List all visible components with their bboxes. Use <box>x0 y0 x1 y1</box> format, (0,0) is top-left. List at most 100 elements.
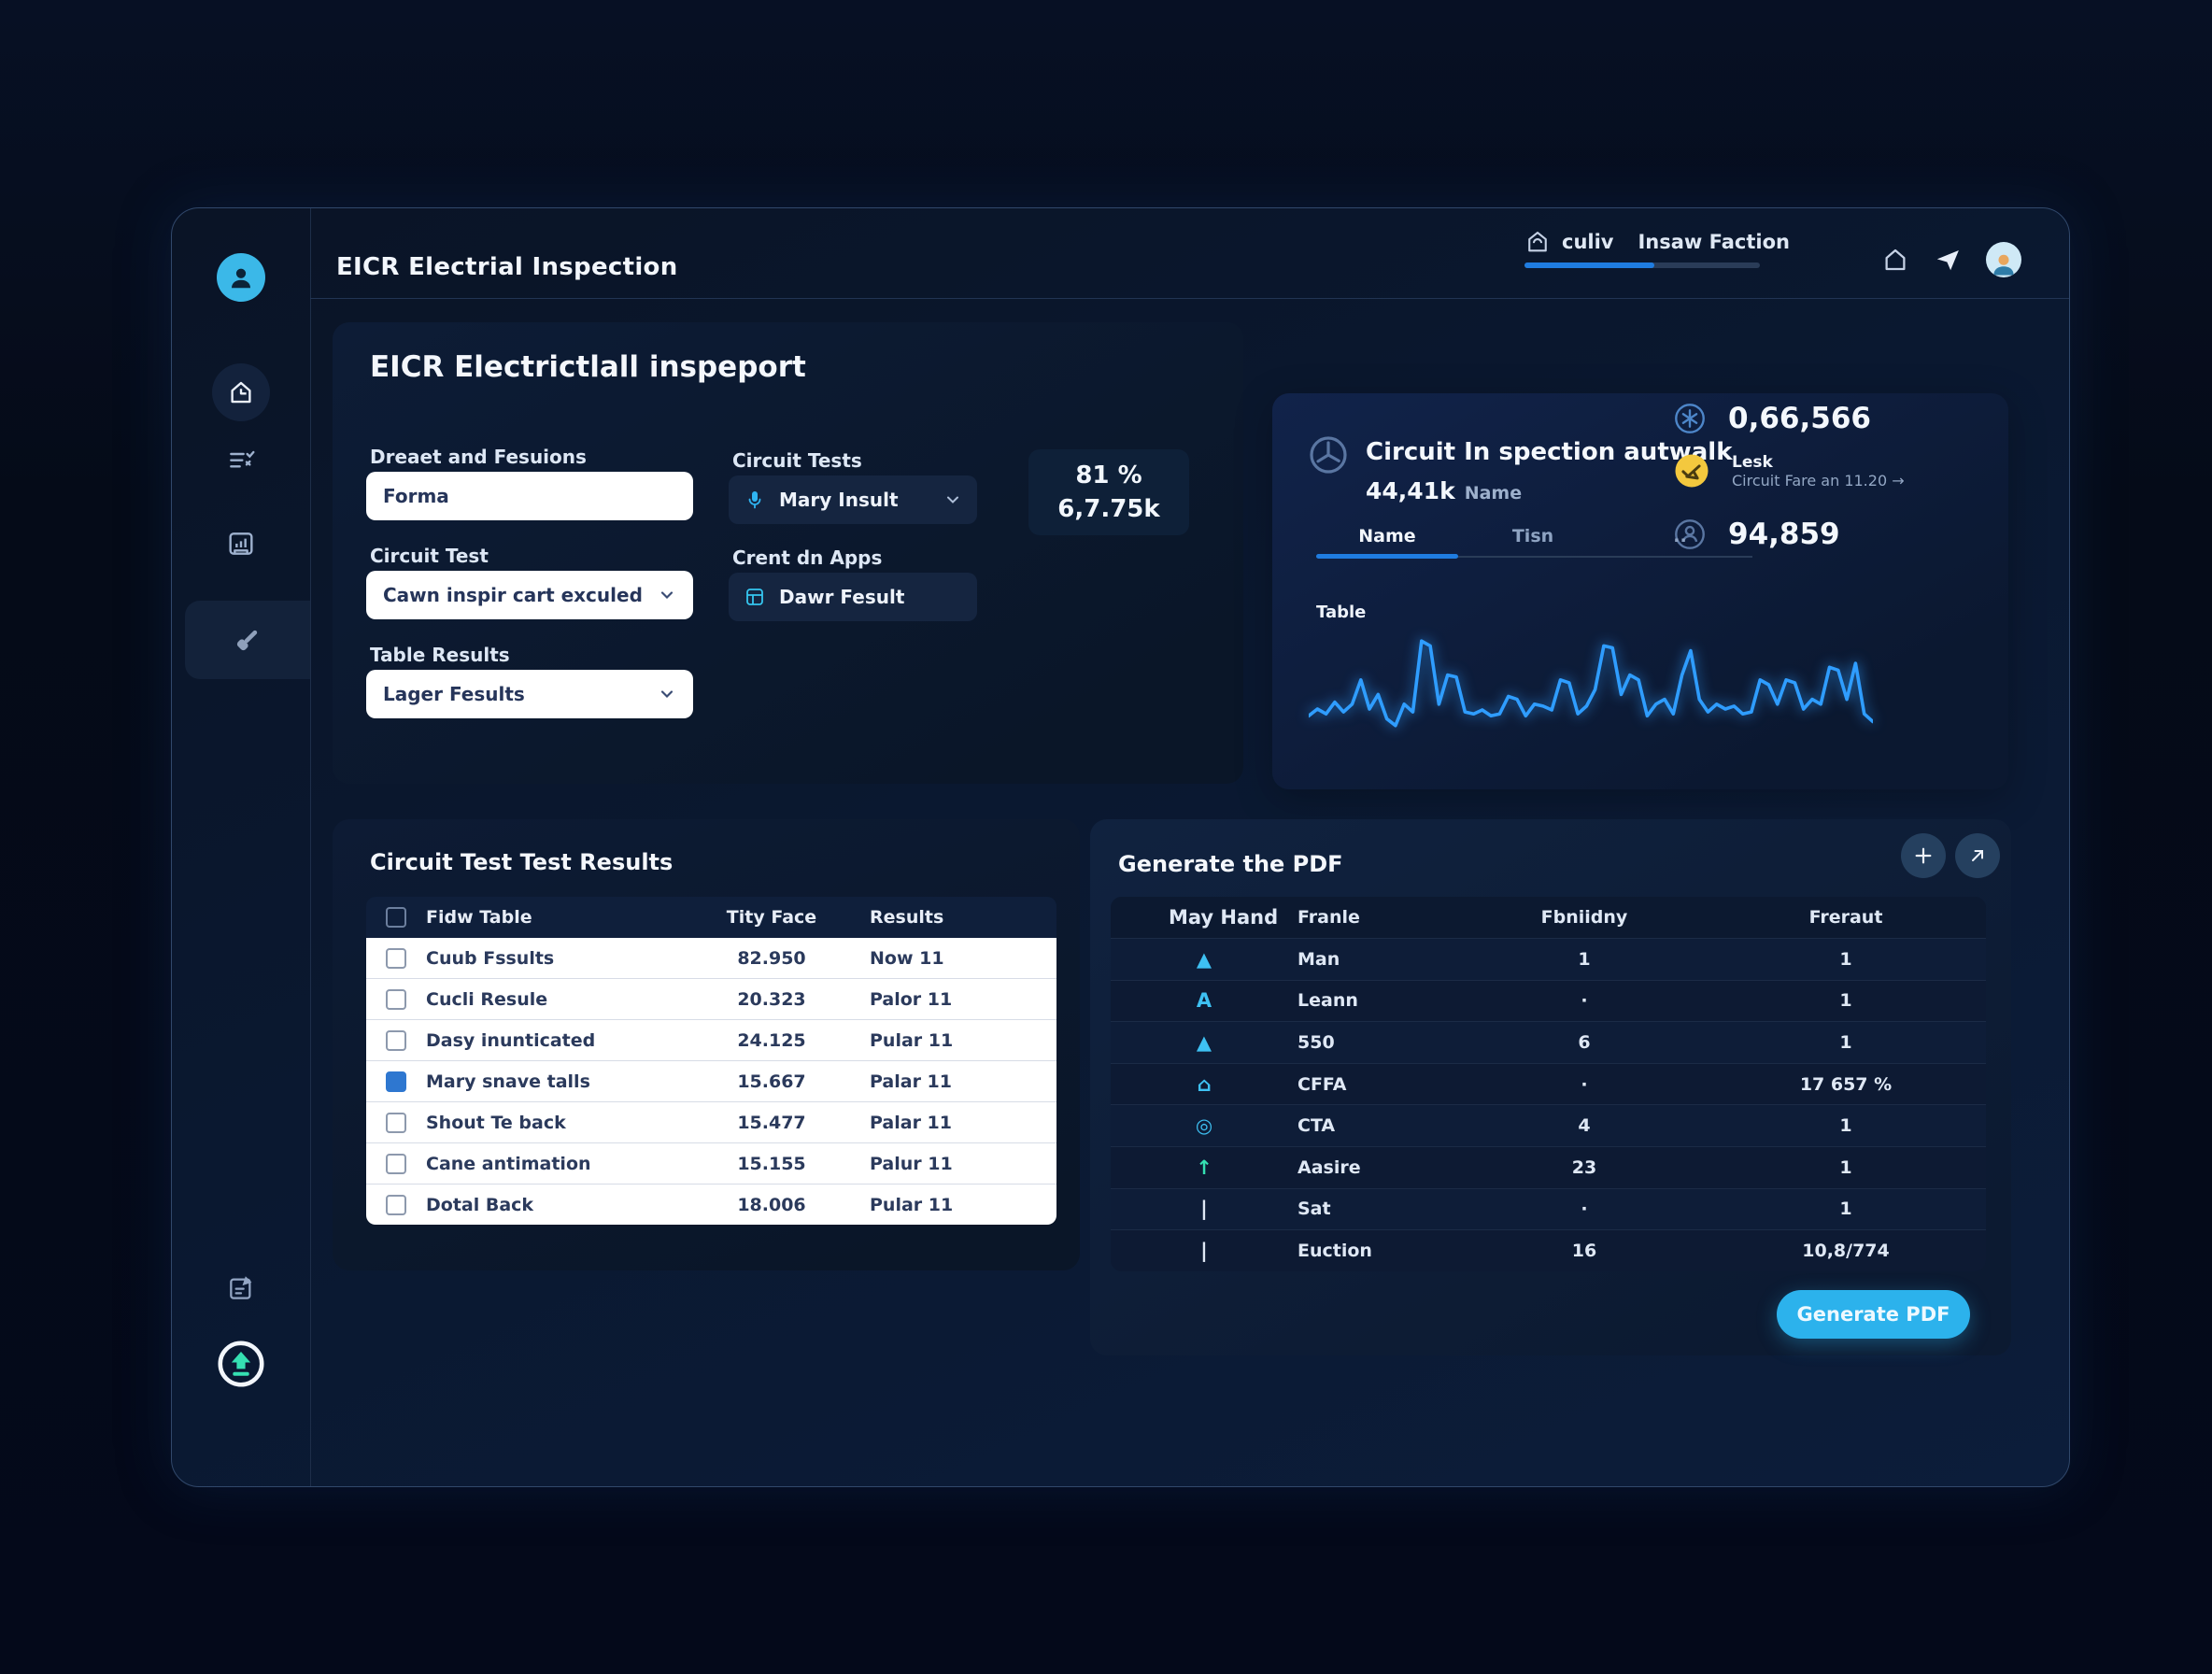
table-row[interactable]: Dasy inunticated 24.125 Pular 11 <box>366 1019 1056 1060</box>
sidebar-item-tools-active[interactable] <box>185 601 310 679</box>
circuit-tests-select[interactable]: Mary Insult <box>729 475 977 524</box>
table-row[interactable]: Cuub Fssults 82.950 Now 11 <box>366 938 1056 978</box>
arrow-up-icon: ▲ <box>1196 947 1212 971</box>
circuit-results-card: Circuit Test Test Results Fidw Table Tit… <box>333 819 1080 1270</box>
tab-name[interactable]: Name <box>1358 526 1416 546</box>
row-result: Now 11 <box>870 947 944 969</box>
crent-apps-item[interactable]: Dawr Fesult <box>729 573 977 621</box>
table-row[interactable]: ▲ Man 1 1 <box>1111 938 1986 980</box>
chart-label: Table <box>1316 603 1367 622</box>
row-value: 15.667 <box>737 1071 806 1092</box>
row-value-1: 23 <box>1571 1156 1597 1178</box>
row-checkbox[interactable] <box>386 1153 406 1174</box>
item-value: Dawr Fesult <box>779 586 905 608</box>
row-result: Pular 11 <box>870 1194 954 1215</box>
row-checkbox[interactable] <box>386 1071 406 1092</box>
tab-track <box>1316 556 1752 558</box>
row-name: Dotal Back <box>426 1194 534 1215</box>
row-checkbox[interactable] <box>386 947 406 969</box>
tab-bar: Name Tisn .. <box>1316 526 1752 546</box>
row-value-2: 1 <box>1839 948 1852 970</box>
send-icon[interactable] <box>1934 246 1962 274</box>
sidebar-item-upload[interactable] <box>172 1337 310 1391</box>
gauge-icon <box>1310 436 1347 474</box>
circuit-test-select[interactable]: Cawn inspir cart exculed <box>366 571 693 619</box>
table-row[interactable]: ⌂ CFFA · 17 657 % <box>1111 1062 1986 1105</box>
brand-logo-icon <box>1528 232 1547 252</box>
add-button[interactable] <box>1901 833 1946 878</box>
row-checkbox[interactable] <box>386 1029 406 1051</box>
row-value-1: 4 <box>1578 1115 1591 1137</box>
section-title: Circuit Test Test Results <box>370 849 674 875</box>
brand-subtitle: Insaw Faction <box>1638 231 1790 253</box>
row-value-2: 10,8/774 <box>1802 1240 1890 1261</box>
column-header: Results <box>870 907 944 928</box>
circle-icon: ◎ <box>1195 1114 1213 1138</box>
table-row[interactable]: Shout Te back 15.477 Palar 11 <box>366 1101 1056 1142</box>
sidebar-item-tasks[interactable] <box>172 447 310 476</box>
table-row[interactable]: | Sat · 1 <box>1111 1187 1986 1230</box>
row-checkbox[interactable] <box>386 988 406 1010</box>
row-value: 24.125 <box>737 1029 806 1051</box>
sidebar-avatar[interactable] <box>217 253 265 302</box>
column-header: Franle <box>1297 907 1360 928</box>
tab-tisn[interactable]: Tisn <box>1511 526 1554 546</box>
letter-a-icon: A <box>1196 989 1212 1013</box>
wrench-icon <box>236 630 258 651</box>
table-row[interactable]: Dotal Back 18.006 Pular 11 <box>366 1184 1056 1225</box>
row-value: 82.950 <box>737 947 806 969</box>
table-row[interactable]: ↑ Aasire 23 1 <box>1111 1145 1986 1188</box>
table-row[interactable]: ◎ CTA 4 1 <box>1111 1104 1986 1146</box>
column-header: Freraut <box>1808 907 1883 928</box>
stat-row: 0,66,566 <box>1672 401 1871 436</box>
table-row[interactable]: Mary snave talls 15.667 Palar 11 <box>366 1060 1056 1101</box>
results-table-header: Fidw Table Tity Face Results <box>366 897 1056 938</box>
tab-more[interactable]: .. <box>1673 526 1687 546</box>
header-progress-fill <box>1524 262 1654 268</box>
table-results-select[interactable]: Lager Fesults <box>366 670 693 718</box>
export-button[interactable] <box>1955 833 2000 878</box>
stat-value: 0,66,566 <box>1728 402 1871 435</box>
brand-row: culiv Insaw Faction <box>1524 229 1790 255</box>
inspection-summary-card: Circuit In spection autwalk 44,41k Name … <box>1272 393 2008 789</box>
row-name: CTA <box>1297 1115 1336 1137</box>
user-avatar[interactable] <box>1986 242 2021 277</box>
waveform-chart <box>1309 639 1873 728</box>
row-value: 18.006 <box>737 1194 806 1215</box>
sidebar-item-notes[interactable] <box>172 1273 310 1303</box>
bar-icon: | <box>1200 1239 1208 1262</box>
header-progress <box>1524 262 1760 268</box>
table-row[interactable]: | Euction 16 10,8/774 <box>1111 1229 1986 1271</box>
select-value: Mary Insult <box>779 489 899 511</box>
row-value: 15.155 <box>737 1153 806 1174</box>
table-row[interactable]: A Leann · 1 <box>1111 979 1986 1022</box>
pdf-table-header: May Hand Franle Fbniidny Freraut <box>1111 897 1986 938</box>
sidebar-item-reports[interactable] <box>172 529 310 559</box>
row-value-1: · <box>1581 1199 1588 1220</box>
select-all-checkbox[interactable] <box>386 907 406 928</box>
award-badge-icon <box>1675 454 1709 488</box>
table-row[interactable]: Cane antimation 15.155 Palur 11 <box>366 1142 1056 1184</box>
generate-pdf-button[interactable]: Generate PDF <box>1777 1290 1970 1339</box>
chevron-down-icon <box>947 496 958 504</box>
row-checkbox[interactable] <box>386 1194 406 1215</box>
asterisk-badge-icon <box>1675 404 1705 433</box>
table-row[interactable]: ▲ 550 6 1 <box>1111 1021 1986 1063</box>
stat-percent: 81 % <box>1075 461 1142 489</box>
row-result: Pular 11 <box>870 1029 954 1051</box>
table-row[interactable]: Cucli Resule 20.323 Palor 11 <box>366 978 1056 1019</box>
form-input[interactable]: Forma <box>366 472 693 520</box>
row-name: Sat <box>1297 1199 1331 1220</box>
person-badge-icon <box>1675 519 1705 549</box>
panel-metric: 44,41k <box>1366 477 1455 504</box>
home-nav-icon[interactable] <box>1881 246 1909 274</box>
page-title: EICR Electrial Inspection <box>336 253 678 281</box>
stat-subtitle[interactable]: Circuit Fare an 11.20 → <box>1732 471 1905 489</box>
row-value-1: 6 <box>1578 1031 1591 1053</box>
row-result: Palur 11 <box>870 1153 953 1174</box>
row-checkbox[interactable] <box>386 1112 406 1133</box>
brand-name: culiv <box>1562 231 1614 253</box>
row-name: Shout Te back <box>426 1112 566 1133</box>
sidebar-item-home[interactable] <box>172 363 310 421</box>
inspection-form-card: EICR Electrictlall inspeport Dreaet and … <box>333 322 1243 784</box>
